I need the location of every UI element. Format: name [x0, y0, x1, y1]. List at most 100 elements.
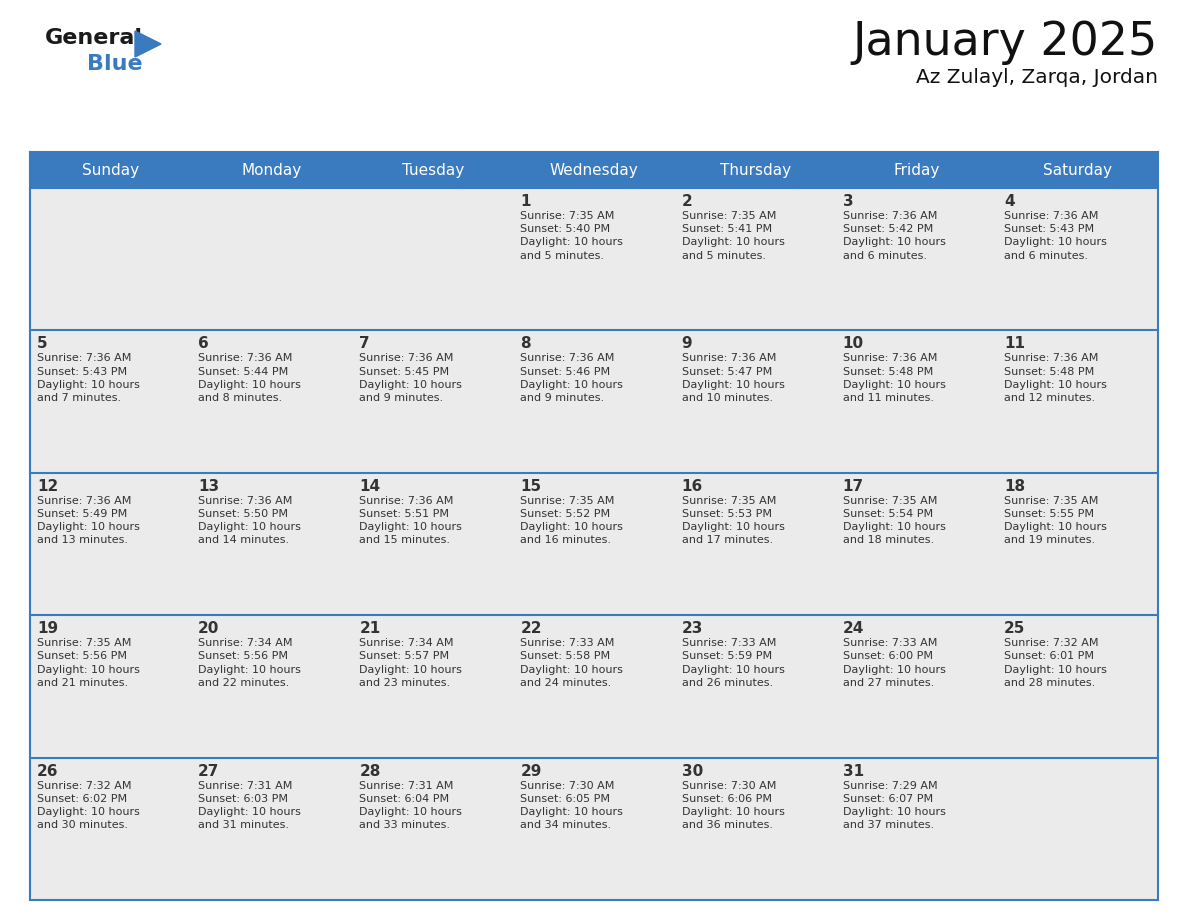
Text: and 26 minutes.: and 26 minutes.	[682, 677, 772, 688]
Text: Sunset: 5:45 PM: Sunset: 5:45 PM	[359, 366, 449, 376]
Bar	[835, 615, 997, 757]
Text: and 6 minutes.: and 6 minutes.	[842, 251, 927, 261]
Text: Sunrise: 7:34 AM: Sunrise: 7:34 AM	[198, 638, 292, 648]
Text: Daylight: 10 hours: Daylight: 10 hours	[37, 807, 140, 817]
Bar	[191, 615, 353, 757]
Text: 3: 3	[842, 194, 853, 209]
Text: Sunrise: 7:36 AM: Sunrise: 7:36 AM	[37, 353, 132, 364]
Text: and 12 minutes.: and 12 minutes.	[1004, 393, 1095, 403]
Bar	[997, 473, 1158, 615]
Text: Daylight: 10 hours: Daylight: 10 hours	[359, 380, 462, 390]
Text: Sunset: 6:05 PM: Sunset: 6:05 PM	[520, 794, 611, 804]
Text: Sunset: 5:50 PM: Sunset: 5:50 PM	[198, 509, 289, 519]
Text: Sunrise: 7:36 AM: Sunrise: 7:36 AM	[842, 353, 937, 364]
Text: Sunrise: 7:35 AM: Sunrise: 7:35 AM	[520, 211, 615, 221]
Bar	[30, 188, 191, 330]
Text: Tuesday: Tuesday	[402, 162, 465, 177]
Bar	[997, 330, 1158, 473]
Text: Sunset: 6:03 PM: Sunset: 6:03 PM	[198, 794, 289, 804]
Text: 21: 21	[359, 621, 380, 636]
Text: Sunrise: 7:35 AM: Sunrise: 7:35 AM	[1004, 496, 1098, 506]
Text: January 2025: January 2025	[853, 20, 1158, 65]
Text: 31: 31	[842, 764, 864, 778]
Text: 26: 26	[37, 764, 58, 778]
Text: Thursday: Thursday	[720, 162, 791, 177]
Text: Sunrise: 7:36 AM: Sunrise: 7:36 AM	[1004, 353, 1098, 364]
Text: Sunset: 5:53 PM: Sunset: 5:53 PM	[682, 509, 771, 519]
Text: Daylight: 10 hours: Daylight: 10 hours	[37, 665, 140, 675]
Text: Daylight: 10 hours: Daylight: 10 hours	[842, 522, 946, 532]
Text: Daylight: 10 hours: Daylight: 10 hours	[359, 522, 462, 532]
Text: Daylight: 10 hours: Daylight: 10 hours	[198, 380, 301, 390]
Bar	[997, 615, 1158, 757]
Text: and 22 minutes.: and 22 minutes.	[198, 677, 290, 688]
Bar	[191, 473, 353, 615]
Text: and 33 minutes.: and 33 minutes.	[359, 820, 450, 830]
Bar	[675, 188, 835, 330]
Text: Wednesday: Wednesday	[550, 162, 638, 177]
Bar	[675, 473, 835, 615]
Text: Sunset: 5:40 PM: Sunset: 5:40 PM	[520, 224, 611, 234]
Text: and 21 minutes.: and 21 minutes.	[37, 677, 128, 688]
Text: Daylight: 10 hours: Daylight: 10 hours	[198, 522, 301, 532]
Bar	[513, 188, 675, 330]
Text: 4: 4	[1004, 194, 1015, 209]
Text: Blue: Blue	[87, 54, 143, 74]
Text: Daylight: 10 hours: Daylight: 10 hours	[842, 380, 946, 390]
Text: 15: 15	[520, 479, 542, 494]
Bar	[353, 473, 513, 615]
Text: and 28 minutes.: and 28 minutes.	[1004, 677, 1095, 688]
Bar	[30, 152, 1158, 188]
Text: Daylight: 10 hours: Daylight: 10 hours	[842, 807, 946, 817]
Text: 24: 24	[842, 621, 864, 636]
Text: Daylight: 10 hours: Daylight: 10 hours	[359, 665, 462, 675]
Text: Sunrise: 7:35 AM: Sunrise: 7:35 AM	[842, 496, 937, 506]
Text: and 7 minutes.: and 7 minutes.	[37, 393, 121, 403]
Text: Sunrise: 7:31 AM: Sunrise: 7:31 AM	[198, 780, 292, 790]
Text: Az Zulayl, Zarqa, Jordan: Az Zulayl, Zarqa, Jordan	[916, 68, 1158, 87]
Text: Daylight: 10 hours: Daylight: 10 hours	[37, 522, 140, 532]
Text: Daylight: 10 hours: Daylight: 10 hours	[1004, 380, 1107, 390]
Bar	[835, 330, 997, 473]
Text: 12: 12	[37, 479, 58, 494]
Text: and 34 minutes.: and 34 minutes.	[520, 820, 612, 830]
Text: Sunset: 5:42 PM: Sunset: 5:42 PM	[842, 224, 933, 234]
Text: Sunset: 5:48 PM: Sunset: 5:48 PM	[1004, 366, 1094, 376]
Bar	[513, 615, 675, 757]
Bar	[191, 330, 353, 473]
Text: Daylight: 10 hours: Daylight: 10 hours	[682, 665, 784, 675]
Bar	[835, 473, 997, 615]
Text: 19: 19	[37, 621, 58, 636]
Text: 29: 29	[520, 764, 542, 778]
Text: and 5 minutes.: and 5 minutes.	[682, 251, 765, 261]
Text: and 9 minutes.: and 9 minutes.	[520, 393, 605, 403]
Bar	[513, 473, 675, 615]
Text: and 24 minutes.: and 24 minutes.	[520, 677, 612, 688]
Text: 28: 28	[359, 764, 380, 778]
Text: Sunrise: 7:29 AM: Sunrise: 7:29 AM	[842, 780, 937, 790]
Text: and 19 minutes.: and 19 minutes.	[1004, 535, 1095, 545]
Text: Sunrise: 7:36 AM: Sunrise: 7:36 AM	[1004, 211, 1098, 221]
Text: 25: 25	[1004, 621, 1025, 636]
Text: Sunrise: 7:36 AM: Sunrise: 7:36 AM	[359, 496, 454, 506]
Text: and 31 minutes.: and 31 minutes.	[198, 820, 289, 830]
Text: Monday: Monday	[241, 162, 302, 177]
Text: Daylight: 10 hours: Daylight: 10 hours	[682, 522, 784, 532]
Text: 20: 20	[198, 621, 220, 636]
Text: Sunrise: 7:33 AM: Sunrise: 7:33 AM	[520, 638, 615, 648]
Text: Sunset: 5:55 PM: Sunset: 5:55 PM	[1004, 509, 1094, 519]
Text: Sunrise: 7:36 AM: Sunrise: 7:36 AM	[198, 496, 292, 506]
Text: 30: 30	[682, 764, 703, 778]
Text: Saturday: Saturday	[1043, 162, 1112, 177]
Text: Sunrise: 7:35 AM: Sunrise: 7:35 AM	[682, 211, 776, 221]
Text: Sunrise: 7:36 AM: Sunrise: 7:36 AM	[359, 353, 454, 364]
Text: and 36 minutes.: and 36 minutes.	[682, 820, 772, 830]
Text: Sunrise: 7:32 AM: Sunrise: 7:32 AM	[37, 780, 132, 790]
Text: Sunset: 5:51 PM: Sunset: 5:51 PM	[359, 509, 449, 519]
Text: Sunset: 5:41 PM: Sunset: 5:41 PM	[682, 224, 772, 234]
Text: Daylight: 10 hours: Daylight: 10 hours	[37, 380, 140, 390]
Text: Daylight: 10 hours: Daylight: 10 hours	[520, 380, 624, 390]
Text: Sunday: Sunday	[82, 162, 139, 177]
Bar	[835, 188, 997, 330]
Text: Sunrise: 7:36 AM: Sunrise: 7:36 AM	[520, 353, 615, 364]
